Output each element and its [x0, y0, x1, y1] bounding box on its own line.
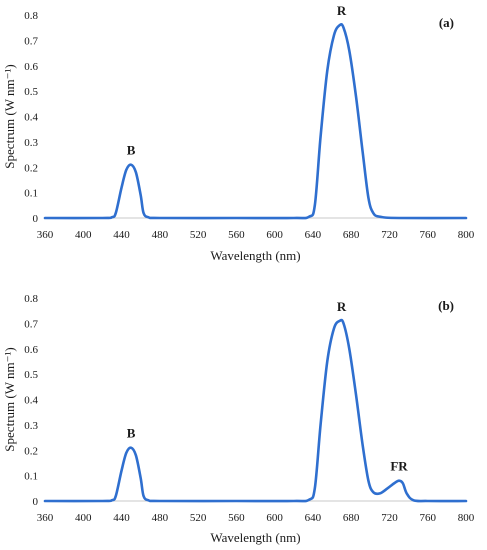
peak-label: R: [337, 299, 347, 314]
y-tick-label: 0.5: [24, 86, 38, 98]
y-tick-label: 0: [33, 496, 39, 508]
x-axis-title: Wavelength (nm): [210, 248, 300, 263]
x-tick-label: 760: [419, 512, 436, 524]
x-tick-label: 760: [419, 229, 436, 241]
x-tick-label: 400: [75, 229, 92, 241]
y-tick-label: 0.2: [24, 445, 38, 457]
y-tick-label: 0.7: [24, 35, 38, 47]
y-tick-label: 0.8: [24, 10, 38, 22]
x-tick-label: 480: [152, 512, 169, 524]
y-axis-title: Spectrum (W nm⁻¹): [2, 64, 17, 168]
x-tick-label: 520: [190, 512, 207, 524]
chart-panel-a: 0 0.1 0.2 0.3 0.4 0.5 0.6 0.7 0.8 360 400 440 480 520…: [2, 3, 475, 263]
x-tick-label: 440: [113, 512, 130, 524]
y-tick-label: 0.4: [24, 395, 38, 407]
x-tick-label: 480: [152, 229, 169, 241]
x-tick-label: 440: [113, 229, 130, 241]
y-tick-label: 0.2: [24, 162, 38, 174]
chart-panel-b: 0 0.1 0.2 0.3 0.4 0.5 0.6 0.7 0.8 360 400 440 480 520…: [2, 293, 475, 545]
x-tick-label: 520: [190, 229, 207, 241]
x-tick-label: 640: [305, 229, 322, 241]
spectrum-line: [43, 318, 468, 503]
y-tick-label: 0.6: [24, 344, 38, 356]
spectrum-line: [43, 23, 468, 220]
y-tick-label: 0: [33, 213, 39, 225]
peak-label: B: [127, 143, 136, 158]
peak-label: R: [337, 3, 347, 18]
x-tick-label: 720: [381, 229, 398, 241]
y-tick-label: 0.6: [24, 61, 38, 73]
x-tick-label: 600: [266, 229, 283, 241]
y-tick-label: 0.1: [24, 471, 38, 483]
panel-label: (b): [438, 298, 454, 313]
y-tick-label: 0.3: [24, 137, 38, 149]
y-tick-label: 0.5: [24, 369, 38, 381]
y-tick-label: 0.1: [24, 188, 38, 200]
x-axis-title: Wavelength (nm): [210, 530, 300, 545]
x-tick-label: 560: [228, 512, 245, 524]
peak-label: FR: [390, 459, 408, 474]
x-tick-label: 400: [75, 512, 92, 524]
panel-label: (a): [439, 15, 454, 30]
y-tick-label: 0.4: [24, 112, 38, 124]
x-tick-label: 560: [228, 229, 245, 241]
x-tick-label: 600: [266, 512, 283, 524]
x-tick-label: 720: [381, 512, 398, 524]
x-tick-label: 800: [458, 229, 475, 241]
x-tick-label: 800: [458, 512, 475, 524]
y-tick-label: 0.3: [24, 420, 38, 432]
x-tick-label: 680: [343, 512, 360, 524]
peak-label: B: [127, 426, 136, 441]
y-axis-title: Spectrum (W nm⁻¹): [2, 347, 17, 451]
x-tick-label: 640: [305, 512, 322, 524]
y-tick-label: 0.7: [24, 318, 38, 330]
x-tick-label: 360: [37, 229, 54, 241]
y-tick-label: 0.8: [24, 293, 38, 305]
x-tick-label: 360: [37, 512, 54, 524]
x-tick-label: 680: [343, 229, 360, 241]
